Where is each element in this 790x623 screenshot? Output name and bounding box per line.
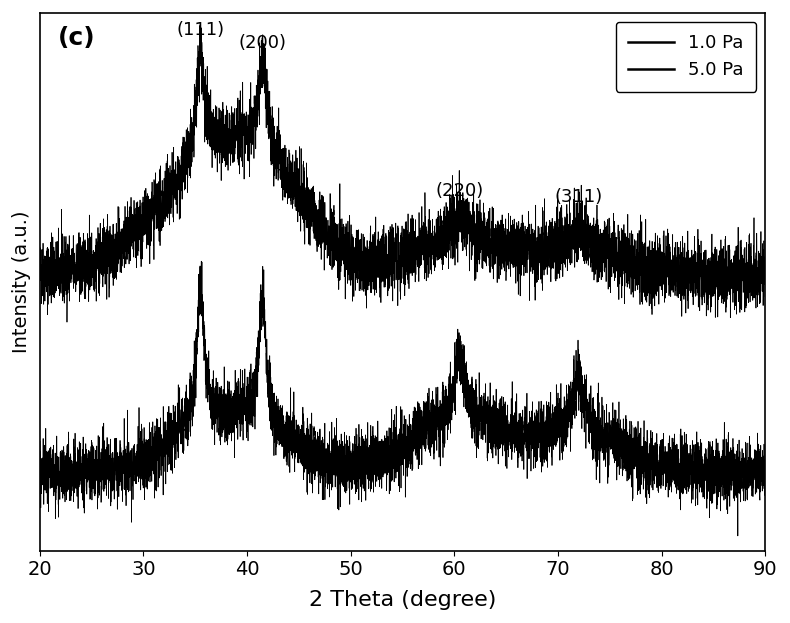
Text: (311): (311) [555, 188, 603, 206]
Legend: 1.0 Pa, 5.0 Pa: 1.0 Pa, 5.0 Pa [615, 22, 756, 92]
Text: (220): (220) [435, 183, 483, 201]
Y-axis label: Intensity (a.u.): Intensity (a.u.) [13, 211, 32, 353]
Text: (c): (c) [58, 26, 96, 50]
X-axis label: 2 Theta (degree): 2 Theta (degree) [309, 591, 496, 611]
Text: (111): (111) [176, 21, 224, 39]
Text: (200): (200) [239, 34, 287, 52]
